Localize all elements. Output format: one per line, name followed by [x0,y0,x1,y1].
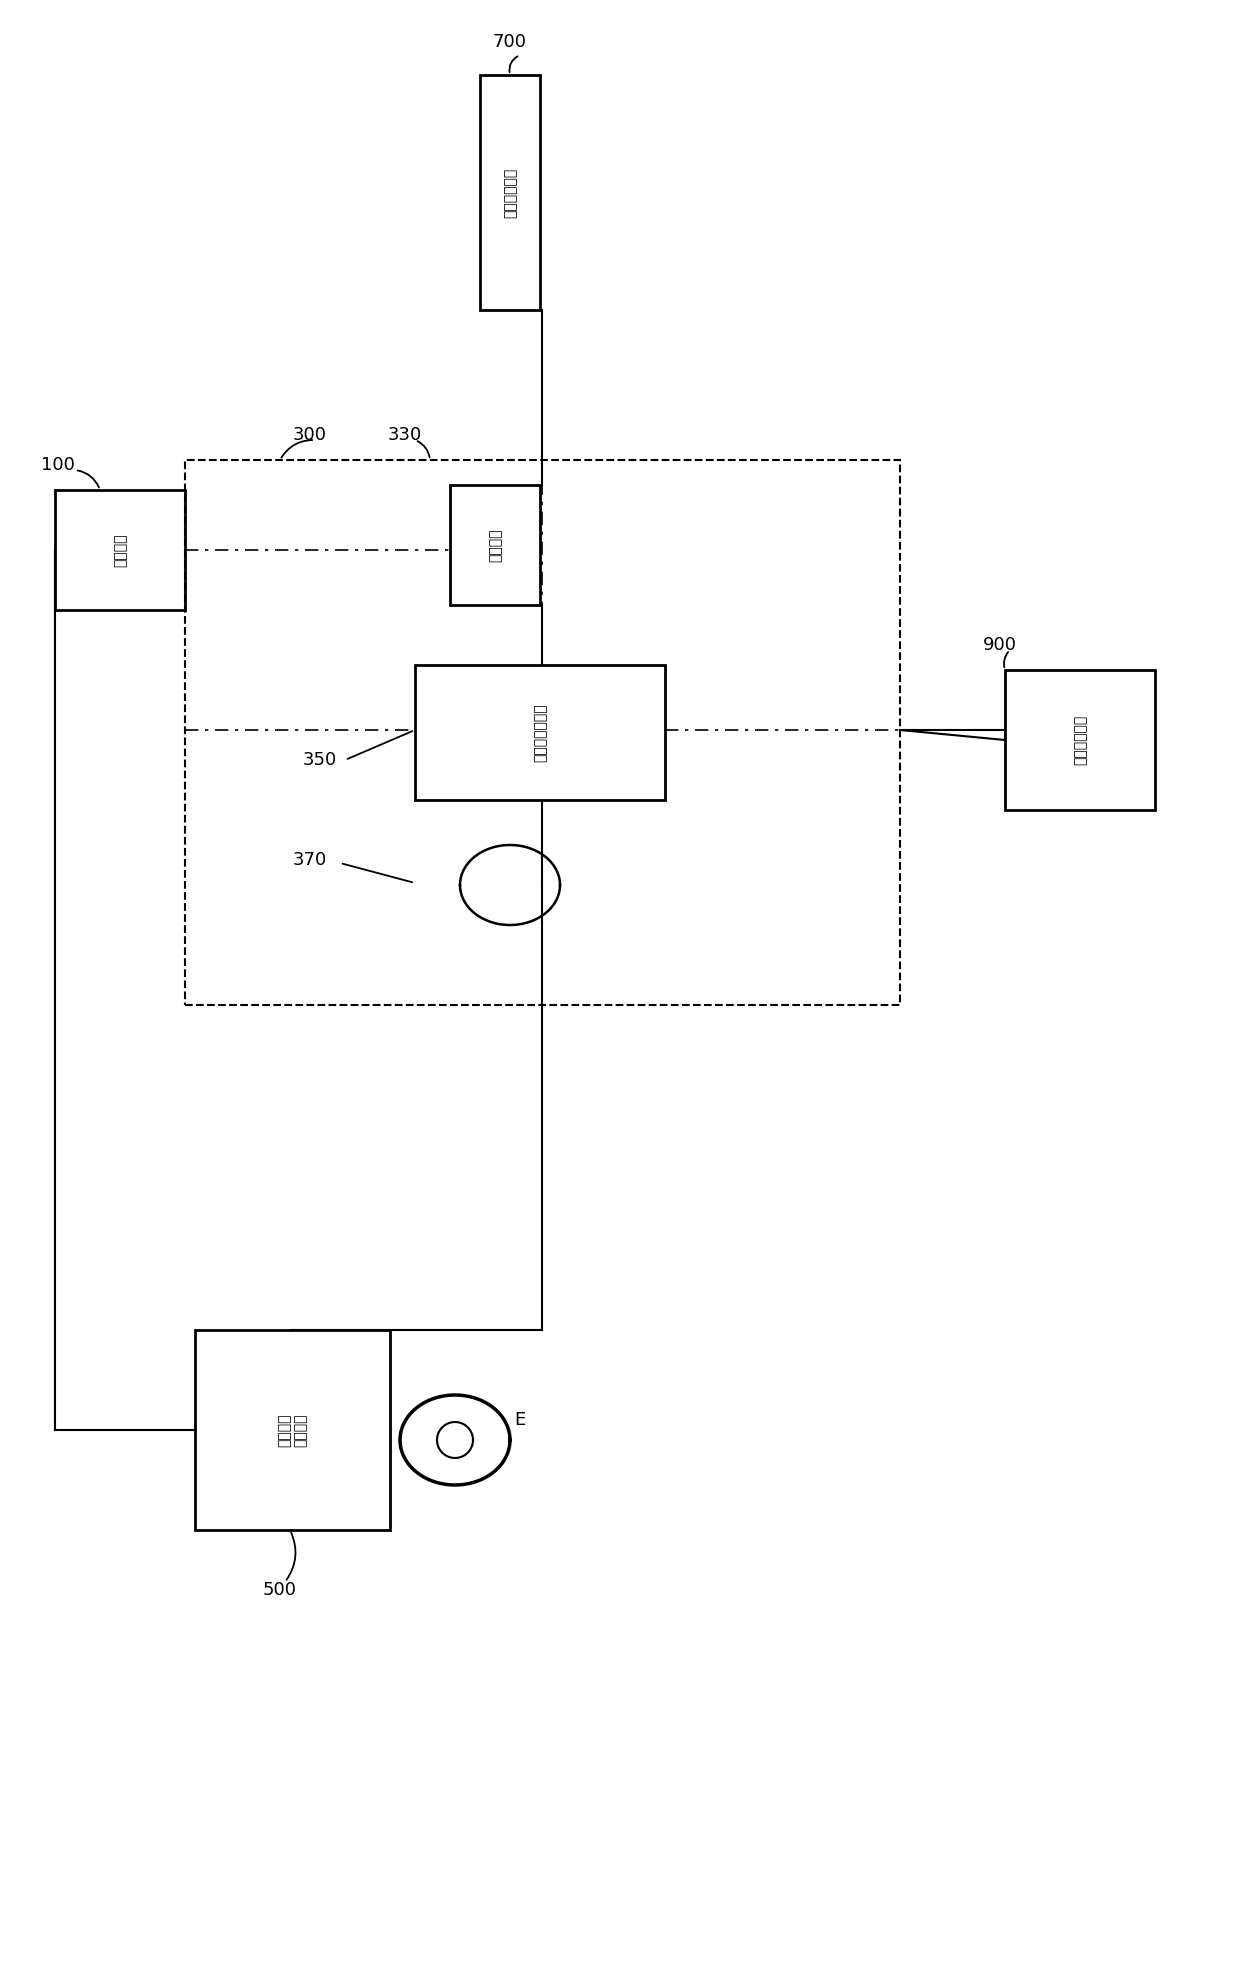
Bar [1004,669,1154,810]
Text: 100: 100 [41,455,74,475]
Text: 虹膜成像模块: 虹膜成像模块 [1073,714,1087,765]
Text: 350: 350 [303,751,337,769]
Bar [185,459,900,1005]
Text: 主体模块: 主体模块 [113,534,126,567]
Text: 扫描组件: 扫描组件 [489,528,502,561]
Bar [480,75,539,310]
Bar [55,490,185,610]
Text: 侧眼拍照
成像模块: 侧眼拍照 成像模块 [278,1413,308,1446]
Bar [195,1330,391,1530]
Text: 固视光学模块: 固视光学模块 [503,167,517,218]
Text: 样品层光路组件: 样品层光路组件 [533,702,547,761]
Text: E: E [515,1411,526,1428]
Text: 900: 900 [983,636,1017,653]
Text: 300: 300 [293,426,327,443]
Text: 700: 700 [494,33,527,51]
Bar [415,665,665,800]
Bar [450,485,539,604]
Text: 500: 500 [263,1581,298,1599]
Text: 330: 330 [388,426,422,443]
Text: 370: 370 [293,852,327,869]
